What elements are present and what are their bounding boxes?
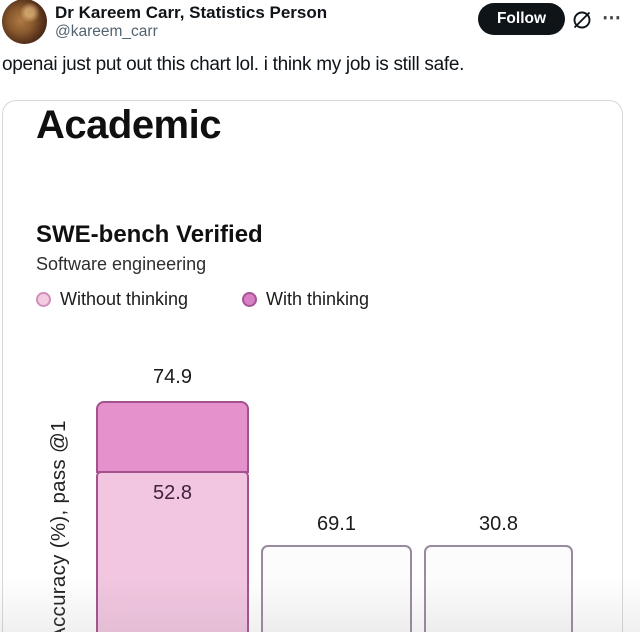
bar2-value-label: 69.1 xyxy=(317,513,356,535)
slashed-circle-icon xyxy=(570,11,594,35)
legend-label-with-thinking: With thinking xyxy=(266,289,370,309)
bar1-without-thinking-value-label: 52.8 xyxy=(153,482,192,504)
chart-card[interactable]: Academic SWE-bench Verified Software eng… xyxy=(2,100,623,632)
bar3-value-label: 30.8 xyxy=(479,513,518,535)
ellipsis-icon: ⋯ xyxy=(602,7,622,29)
bar3-outline xyxy=(424,545,573,632)
legend-label-without-thinking: Without thinking xyxy=(60,289,189,309)
chart-subtitle: Software engineering xyxy=(36,254,207,274)
legend-item-without-thinking: Without thinking xyxy=(36,289,188,310)
bar1-without-thinking-segment: 52.8 xyxy=(96,471,249,632)
bar2-outline xyxy=(261,545,412,632)
tweet-body-text: openai just put out this chart lol. i th… xyxy=(2,54,465,75)
legend-item-with-thinking: With thinking xyxy=(242,289,369,310)
legend-swatch-without-thinking-icon xyxy=(36,292,51,307)
avatar[interactable] xyxy=(2,0,47,44)
author-display-name[interactable]: Dr Kareem Carr, Statistics Person xyxy=(55,3,328,22)
bar1-with-thinking-segment xyxy=(96,401,249,473)
y-axis-label: Accuracy (%), pass @1 xyxy=(47,420,70,632)
bar1-total-value-label: 74.9 xyxy=(153,366,192,388)
author-handle[interactable]: @kareem_carr xyxy=(55,23,158,40)
chart-title: SWE-bench Verified xyxy=(36,221,263,248)
chart-panel-title: Academic xyxy=(36,103,221,147)
follow-button[interactable]: Follow xyxy=(478,3,565,35)
legend-swatch-with-thinking-icon xyxy=(242,292,257,307)
grok-actions-button[interactable] xyxy=(570,8,594,32)
more-options-button[interactable]: ⋯ xyxy=(598,4,626,32)
